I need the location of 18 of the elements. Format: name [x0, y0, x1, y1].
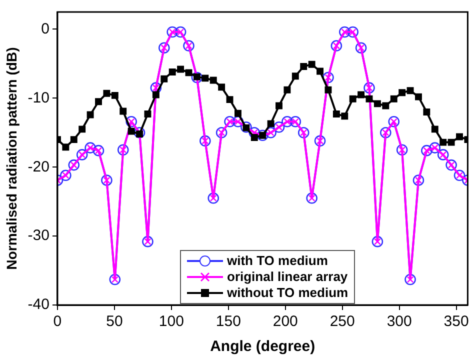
x-tick-label: 50	[106, 313, 123, 330]
x-tick-label: 0	[53, 313, 62, 330]
x-tick-label: 200	[272, 313, 298, 330]
x-tick-label: 100	[158, 313, 184, 330]
y-axis-title: Normalised radiation pattern (dB)	[3, 47, 20, 270]
x-tick-label: 350	[444, 313, 469, 330]
y-tick-label: -40	[28, 296, 50, 314]
x-tick-label: 300	[386, 313, 412, 330]
x-tick-label: 250	[330, 313, 355, 330]
legend-label: original linear array	[227, 269, 348, 285]
legend-label: without TO medium	[227, 285, 348, 301]
y-tick-label: -30	[28, 227, 50, 244]
y-tick-label: 0	[41, 20, 50, 38]
x-tick-label: 150	[216, 313, 241, 330]
y-tick-label: -20	[28, 158, 50, 176]
y-tick-label: -10	[28, 89, 50, 106]
x-axis-title: Angle (degree)	[210, 338, 316, 356]
legend-label: with TO medium	[227, 253, 328, 269]
